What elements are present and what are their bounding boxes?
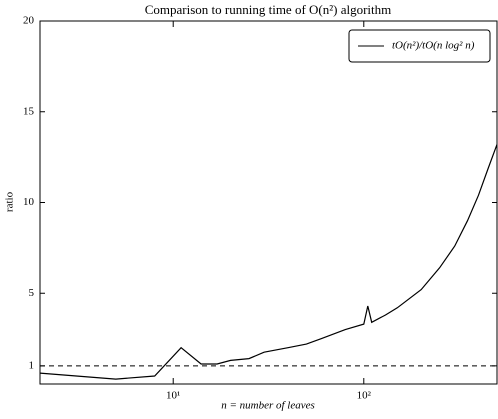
y-tick-label: 10: [23, 196, 35, 208]
y-axis-label: ratio: [4, 191, 16, 212]
legend-box: [348, 29, 491, 63]
plot-frame: [39, 20, 498, 385]
x-axis-label: n = number of leaves: [221, 400, 315, 412]
y-tick-label: 1: [29, 359, 35, 371]
data-line: [39, 144, 498, 380]
x-tick-label: 10¹: [166, 390, 180, 402]
y-tick-label: 20: [23, 15, 35, 27]
legend-label: tO(n²)/tO(n log² n): [392, 40, 475, 52]
y-tick-label: 5: [29, 287, 35, 299]
x-tick-label: 10²: [357, 390, 372, 402]
chart-title: Comparison to running time of O(n²) algo…: [145, 2, 392, 17]
y-tick-label: 15: [23, 105, 35, 117]
